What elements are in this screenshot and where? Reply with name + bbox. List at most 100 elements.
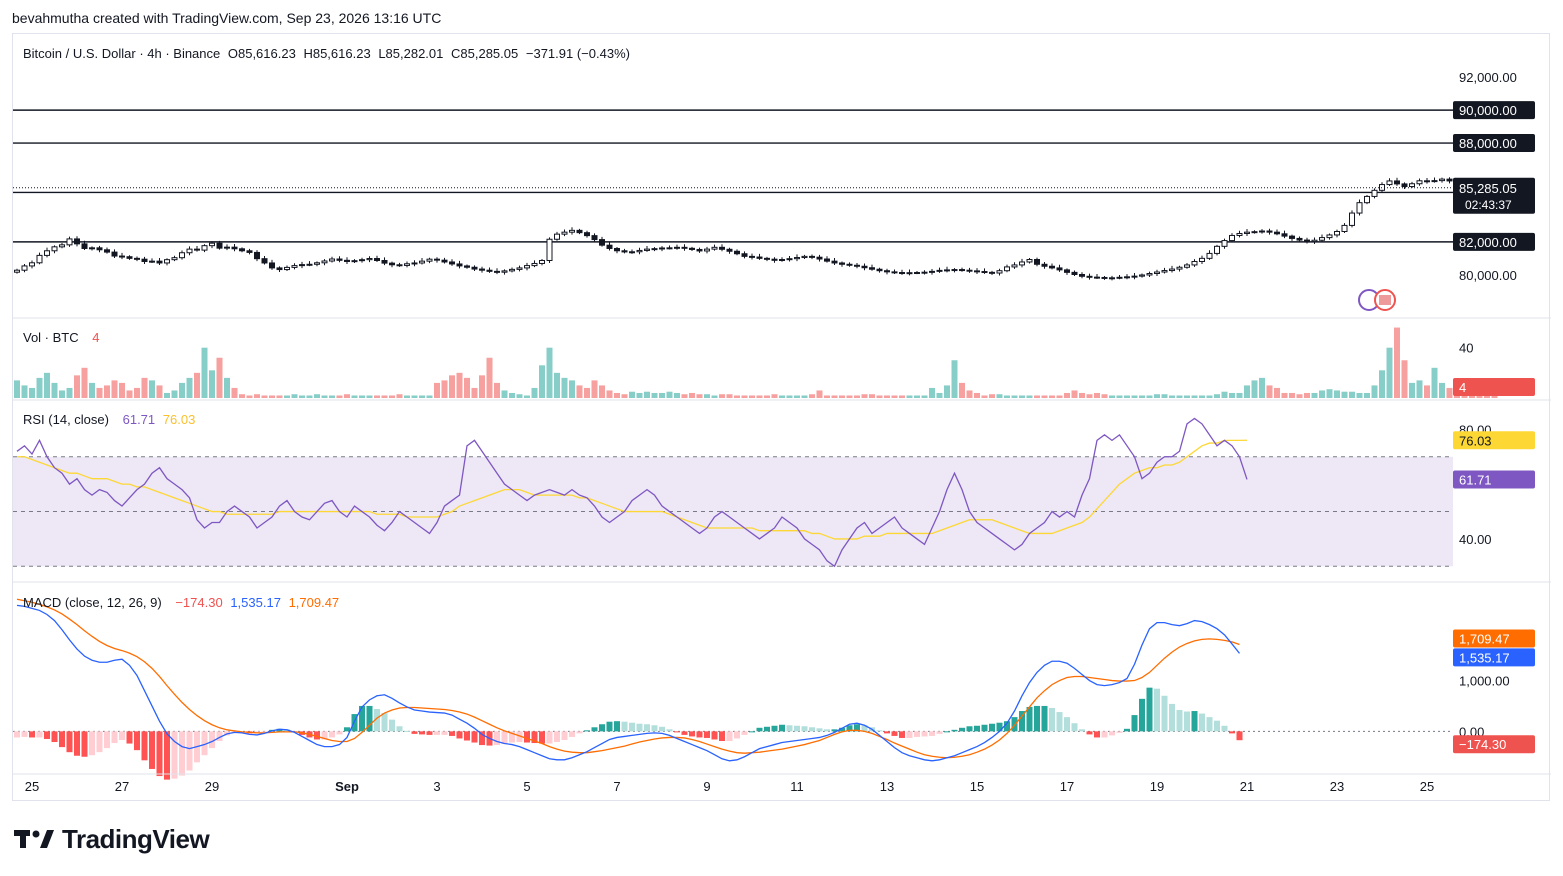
candle — [734, 249, 740, 256]
candle-body — [471, 266, 478, 270]
macd-histogram-bar — [779, 724, 785, 732]
candle — [231, 244, 238, 252]
macd-line-current-label-bg — [1453, 648, 1535, 667]
volume-bar — [209, 370, 215, 398]
volume-bar — [276, 395, 283, 398]
volume-bar — [569, 380, 575, 398]
volume-bar — [599, 385, 605, 398]
level-label-82000: 82,000.00 — [1453, 232, 1535, 251]
candle-body — [134, 257, 140, 260]
candle — [666, 245, 673, 250]
candle-body — [779, 259, 785, 262]
volume-bar — [156, 385, 163, 398]
macd-line-current-label-text: 1,535.17 — [1459, 650, 1510, 665]
volume-bar — [884, 395, 890, 398]
candle — [1161, 267, 1168, 274]
volume-bar — [1161, 394, 1168, 398]
current-price-text: 85,285.05 — [1459, 181, 1517, 196]
macd-histogram-bar — [1034, 705, 1040, 732]
volume-bar — [929, 387, 935, 398]
macd-histogram-bar — [711, 731, 718, 740]
macd-histogram-bar — [659, 726, 665, 732]
candle-body — [179, 252, 185, 259]
rsi-title[interactable]: RSI (14, close) — [23, 412, 109, 427]
candle-body — [1364, 195, 1370, 204]
candle — [14, 268, 20, 274]
candle-body — [1056, 267, 1063, 271]
rsi-tick-40: 40.00 — [1459, 532, 1492, 547]
macd-histogram-bar — [719, 731, 725, 742]
macd-title[interactable]: MACD (close, 12, 26, 9) — [23, 595, 162, 610]
candle — [644, 246, 650, 252]
candle-body — [846, 263, 853, 266]
candle-body — [974, 270, 980, 273]
volume-bar — [861, 394, 868, 398]
volume-bar — [314, 394, 320, 398]
chart-container[interactable]: 25 27 29 Sep 3 5 7 9 11 13 15 17 19 21 23 25 90,000.00 8… — [12, 33, 1551, 802]
volume-bar — [516, 394, 523, 398]
candle-body — [1004, 266, 1010, 272]
volume-bar — [74, 375, 80, 398]
macd-histogram-bar — [426, 731, 433, 735]
symbol-title[interactable]: Bitcoin / U.S. Dollar · 4h · Binance — [23, 46, 221, 61]
candle — [74, 236, 80, 247]
candle-body — [224, 246, 230, 249]
volume-bar — [711, 395, 718, 398]
volume-bar — [254, 394, 260, 398]
chart-svg[interactable]: 25 27 29 Sep 3 5 7 9 11 13 15 17 19 21 23 25 90,000.00 8… — [13, 34, 1551, 802]
macd-histogram-bar — [321, 731, 328, 740]
tradingview-logo[interactable]: TradingView — [14, 822, 210, 856]
candle-body — [1124, 276, 1130, 279]
ohlc-open: O85,616.23 — [227, 46, 296, 61]
candle-body — [194, 248, 200, 251]
rsi-ma-current-label: 76.03 — [1453, 431, 1535, 450]
candle — [201, 244, 208, 253]
candle-body — [809, 255, 815, 258]
rsi-ma-current-label-bg — [1453, 431, 1535, 450]
candle-body — [1034, 259, 1040, 265]
candle-body — [366, 258, 373, 261]
candle — [1116, 274, 1123, 280]
candle-body — [89, 247, 95, 250]
candle — [1109, 275, 1115, 281]
candle-body — [644, 248, 650, 251]
macd-histogram-bar — [614, 721, 620, 732]
candle-body — [861, 265, 868, 269]
candle — [246, 248, 253, 255]
macd-histogram-bar — [1154, 688, 1160, 732]
volume-bar — [1341, 391, 1348, 398]
volume-title[interactable]: Vol · BTC — [23, 330, 79, 345]
candle-body — [951, 269, 958, 272]
macd-histogram-bar — [1184, 711, 1190, 732]
candle — [1356, 199, 1363, 216]
macd-hist-value: −174.30 — [175, 595, 223, 610]
macd-signal-current-label-text: 1,709.47 — [1459, 631, 1510, 646]
candle-body — [1214, 245, 1220, 254]
macd-histogram-bar — [629, 722, 635, 732]
candle — [501, 269, 508, 275]
macd-line-value: 1,535.17 — [230, 595, 281, 610]
candle — [1439, 177, 1445, 183]
volume-bar — [906, 395, 913, 398]
candle — [209, 241, 215, 249]
candle — [1199, 255, 1205, 264]
candle-body — [524, 265, 530, 269]
candle — [1394, 177, 1400, 186]
candle-body — [351, 260, 358, 263]
volume-bar — [1004, 395, 1010, 398]
candle-body — [186, 248, 193, 254]
candle-body — [1251, 231, 1258, 234]
volume-bar — [1184, 395, 1190, 398]
volume-bar — [771, 394, 778, 398]
volume-bar — [126, 390, 133, 398]
candle — [854, 262, 860, 269]
macd-histogram-bar — [1056, 712, 1063, 732]
attribution-text: bevahmutha created with TradingView.com,… — [12, 10, 442, 26]
candle — [396, 262, 403, 267]
candle — [1094, 274, 1100, 279]
candle-body — [59, 244, 65, 248]
candle-body — [126, 256, 133, 259]
candle-body — [1356, 202, 1363, 214]
candle-body — [374, 258, 380, 261]
volume-bar — [824, 395, 830, 398]
